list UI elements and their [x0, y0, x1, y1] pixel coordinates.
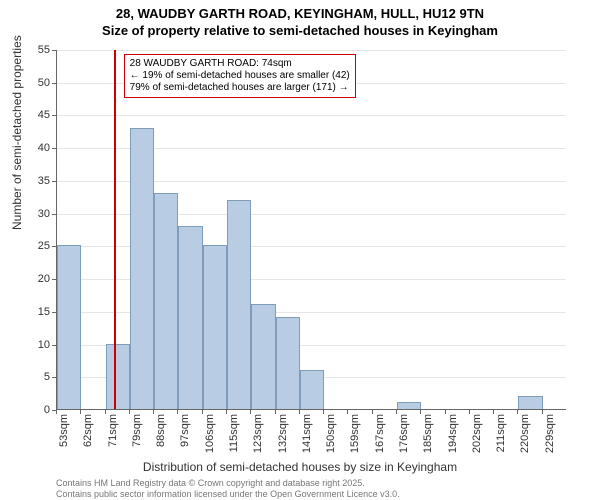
- y-tick-mark: [52, 279, 56, 280]
- x-axis-label: Distribution of semi-detached houses by …: [0, 460, 600, 474]
- plot-box: 28 WAUDBY GARTH ROAD: 74sqm← 19% of semi…: [56, 50, 566, 410]
- x-tick-label: 53sqm: [56, 410, 70, 447]
- x-tick-label: 132sqm: [275, 410, 289, 453]
- y-axis-label: Number of semi-detached properties: [10, 35, 24, 230]
- annotation-line: 28 WAUDBY GARTH ROAD: 74sqm: [130, 58, 350, 70]
- histogram-bar: [130, 128, 154, 409]
- annotation-line: 79% of semi-detached houses are larger (…: [130, 82, 350, 94]
- plot-area: 28 WAUDBY GARTH ROAD: 74sqm← 19% of semi…: [56, 50, 566, 410]
- footer-line-1: Contains HM Land Registry data © Crown c…: [56, 478, 400, 489]
- histogram-bar: [227, 200, 251, 409]
- histogram-bar: [251, 304, 275, 409]
- histogram-bar: [178, 226, 202, 409]
- annotation-box: 28 WAUDBY GARTH ROAD: 74sqm← 19% of semi…: [124, 54, 356, 98]
- x-tick-label: 229sqm: [542, 410, 556, 453]
- annotation-line: ← 19% of semi-detached houses are smalle…: [130, 70, 350, 82]
- y-tick-mark: [52, 214, 56, 215]
- y-tick-mark: [52, 50, 56, 51]
- y-tick-mark: [52, 148, 56, 149]
- histogram-bar: [203, 245, 227, 409]
- x-tick-label: 167sqm: [372, 410, 386, 453]
- chart-title-1: 28, WAUDBY GARTH ROAD, KEYINGHAM, HULL, …: [0, 0, 600, 23]
- x-tick-label: 220sqm: [517, 410, 531, 453]
- y-tick-mark: [52, 312, 56, 313]
- x-tick-label: 159sqm: [347, 410, 361, 453]
- x-tick-label: 202sqm: [469, 410, 483, 453]
- x-tick-label: 71sqm: [105, 410, 119, 447]
- chart-title-2: Size of property relative to semi-detach…: [0, 23, 600, 38]
- x-tick-label: 97sqm: [177, 410, 191, 447]
- gridline: [57, 115, 566, 116]
- y-tick-mark: [52, 115, 56, 116]
- x-tick-label: 185sqm: [420, 410, 434, 453]
- x-tick-label: 79sqm: [129, 410, 143, 447]
- x-tick-label: 62sqm: [80, 410, 94, 447]
- x-tick-label: 106sqm: [202, 410, 216, 453]
- histogram-bar: [57, 245, 81, 409]
- y-tick-mark: [52, 181, 56, 182]
- x-tick-label: 88sqm: [153, 410, 167, 447]
- x-tick-label: 194sqm: [445, 410, 459, 453]
- footer-line-2: Contains public sector information licen…: [56, 489, 400, 500]
- histogram-bar: [300, 370, 324, 409]
- x-tick-label: 123sqm: [250, 410, 264, 453]
- y-tick-mark: [52, 83, 56, 84]
- x-tick-label: 211sqm: [493, 410, 507, 452]
- footer-attribution: Contains HM Land Registry data © Crown c…: [56, 478, 400, 500]
- x-tick-label: 150sqm: [323, 410, 337, 453]
- chart-container: 28, WAUDBY GARTH ROAD, KEYINGHAM, HULL, …: [0, 0, 600, 500]
- histogram-bar: [397, 402, 421, 409]
- marker-line: [114, 50, 116, 409]
- x-tick-label: 115sqm: [226, 410, 240, 452]
- histogram-bar: [276, 317, 300, 409]
- histogram-bar: [518, 396, 542, 409]
- x-tick-label: 141sqm: [299, 410, 313, 453]
- y-tick-mark: [52, 345, 56, 346]
- gridline: [57, 50, 566, 51]
- histogram-bar: [154, 193, 178, 409]
- x-tick-label: 176sqm: [396, 410, 410, 453]
- y-tick-mark: [52, 246, 56, 247]
- y-tick-mark: [52, 377, 56, 378]
- histogram-bar: [106, 344, 130, 409]
